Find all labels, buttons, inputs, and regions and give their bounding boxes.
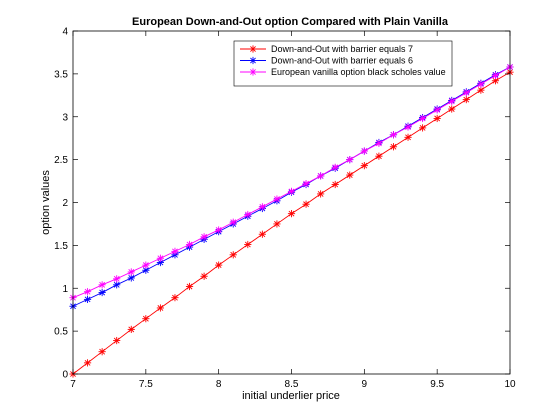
- data-point: [215, 226, 223, 234]
- data-point: [113, 281, 121, 289]
- data-point: [360, 147, 368, 155]
- data-point: [375, 139, 383, 147]
- chart-title: European Down-and-Out option Compared wi…: [132, 16, 449, 28]
- y-tick-label: 0.5: [54, 327, 68, 338]
- data-point: [317, 190, 325, 198]
- data-point: [346, 171, 354, 179]
- data-point: [419, 124, 427, 132]
- data-point: [98, 288, 106, 297]
- data-point: [156, 304, 164, 312]
- y-tick-label: 3: [62, 112, 68, 123]
- x-tick-label: 9.5: [430, 379, 444, 390]
- data-point: [156, 254, 164, 262]
- legend-marker: [249, 56, 257, 65]
- data-point: [142, 261, 150, 269]
- data-point: [331, 163, 339, 171]
- data-point: [433, 114, 441, 123]
- legend-entry-3: European vanilla option black scholes va…: [240, 67, 446, 77]
- data-point: [200, 233, 208, 241]
- data-point: [477, 80, 485, 88]
- data-point: [244, 210, 252, 219]
- data-point: [491, 71, 500, 80]
- series-layer: [69, 63, 514, 378]
- data-point: [142, 266, 150, 274]
- data-point: [462, 89, 470, 97]
- data-point: [302, 200, 310, 208]
- data-point: [258, 203, 266, 211]
- series-1: [69, 68, 514, 378]
- x-tick-label: 7: [70, 379, 76, 390]
- x-tick-label: 8: [216, 379, 222, 390]
- data-point: [113, 275, 121, 283]
- data-point: [462, 96, 470, 104]
- legend: Down-and-Out with barrier equals 7 Down-a…: [233, 40, 453, 87]
- y-tick-label: 2.5: [54, 155, 68, 166]
- legend-label: Down-and-Out with barrier equals 7: [271, 44, 413, 54]
- data-point: [113, 336, 121, 345]
- data-point: [98, 281, 106, 289]
- data-point: [127, 268, 135, 276]
- data-point: [229, 218, 237, 226]
- data-point: [404, 133, 412, 141]
- data-point: [98, 348, 106, 356]
- data-point: [200, 272, 208, 280]
- data-point: [287, 210, 296, 218]
- data-point: [433, 106, 441, 114]
- x-tick-label: 9: [362, 379, 368, 390]
- x-tick-label: 10: [504, 379, 516, 390]
- data-point: [244, 240, 252, 249]
- legend-entries: Down-and-Out with barrier equals 7 Down-a…: [240, 44, 446, 77]
- data-point: [273, 220, 281, 228]
- y-axis-label: option values: [40, 170, 52, 235]
- y-tick-label: 1: [62, 284, 68, 295]
- data-point: [83, 288, 92, 296]
- data-point: [448, 105, 456, 113]
- legend-label: Down-and-Out with barrier equals 6: [271, 56, 413, 66]
- data-point: [302, 180, 310, 188]
- data-point: [273, 195, 281, 203]
- y-tick-label: 0: [62, 370, 68, 381]
- y-tick-label: 3.5: [54, 69, 68, 80]
- data-point: [404, 123, 412, 131]
- data-point: [127, 274, 135, 282]
- legend-box: [233, 40, 453, 87]
- legend-marker: [249, 68, 257, 76]
- x-tick-label: 7.5: [139, 379, 153, 390]
- data-point: [83, 295, 92, 303]
- legend-marker: [249, 45, 257, 53]
- data-point: [83, 359, 92, 367]
- data-point: [331, 180, 339, 189]
- data-point: [287, 187, 296, 195]
- data-point: [142, 315, 150, 323]
- legend-entry-2: Down-and-Out with barrier equals 6: [240, 56, 413, 66]
- data-point: [258, 230, 266, 238]
- series-3: [69, 63, 514, 302]
- legend-label: European vanilla option black scholes va…: [271, 67, 446, 77]
- data-point: [360, 162, 368, 170]
- data-point: [448, 97, 456, 105]
- data-point: [419, 114, 427, 123]
- data-point: [389, 143, 398, 151]
- plot-area-frame: [72, 30, 511, 375]
- data-point: [127, 325, 135, 334]
- data-point: [185, 282, 194, 291]
- data-point: [185, 240, 194, 249]
- data-point: [229, 251, 237, 259]
- data-point: [389, 131, 398, 139]
- y-tick-label: 2: [62, 198, 68, 209]
- data-point: [215, 261, 223, 269]
- x-axis-label: initial underlier price: [242, 390, 340, 402]
- data-point: [171, 294, 179, 302]
- data-point: [171, 247, 179, 255]
- data-point: [477, 86, 485, 94]
- y-tick-label: 4: [62, 27, 68, 38]
- y-tick-label: 1.5: [54, 241, 68, 252]
- data-point: [375, 152, 383, 160]
- data-point: [317, 172, 325, 180]
- legend-entry-1: Down-and-Out with barrier equals 7: [240, 44, 413, 54]
- x-tick-label: 8.5: [285, 379, 299, 390]
- data-point: [346, 156, 354, 164]
